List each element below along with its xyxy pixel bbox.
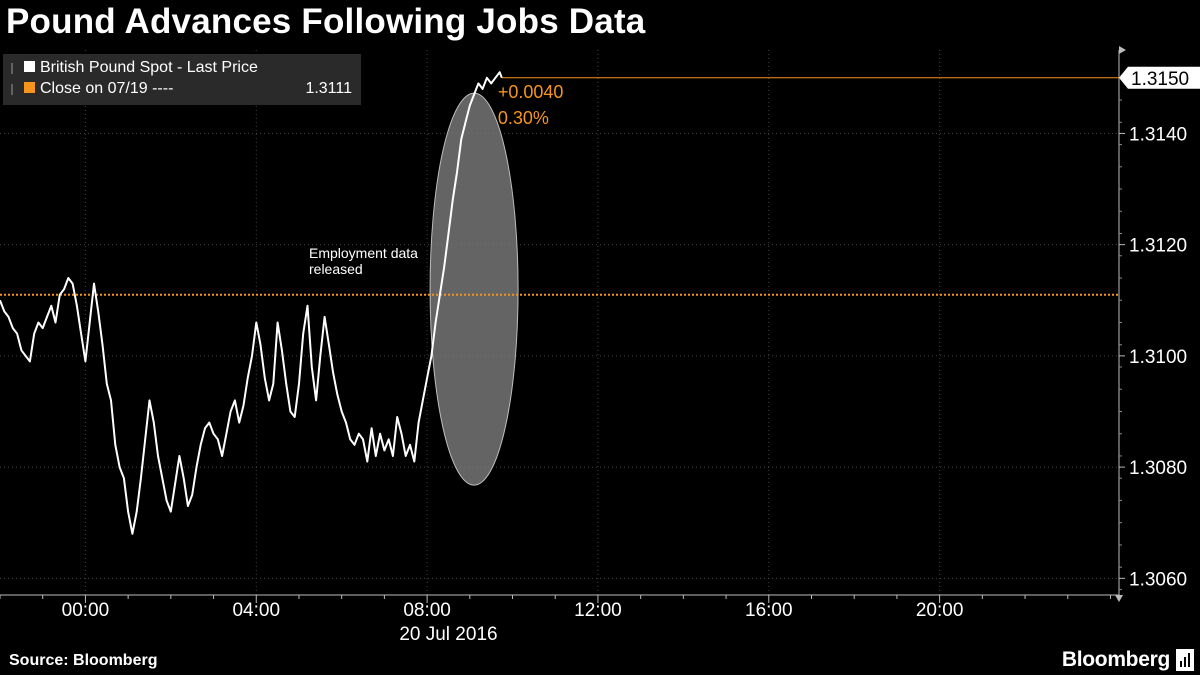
x-tick-label: 04:00 [232, 600, 280, 621]
x-tick-label: 16:00 [745, 600, 793, 621]
y-tick-label: 1.3140 [1129, 124, 1187, 145]
plot-area [0, 66, 1200, 535]
y-tick-label: 1.3100 [1129, 347, 1187, 368]
bloomberg-bars-icon [1176, 649, 1194, 671]
last-value-text: 1.3150 [1131, 69, 1189, 90]
legend-box [3, 54, 361, 105]
legend-value: 1.3111 [305, 80, 352, 97]
x-tick-label: 00:00 [62, 600, 110, 621]
square-marker-icon [24, 61, 35, 72]
event-annotation: released [309, 261, 363, 277]
legend-label: Close on 07/19 ---- [40, 80, 173, 97]
axis-labels: 1.3060 1.3080 1.3100 1.3120 1.3140 00:00 04:00… [62, 69, 1189, 645]
y-tick-label: 1.3060 [1129, 569, 1187, 590]
price-series-line [0, 71, 503, 535]
axis-ticks [0, 46, 1126, 603]
event-annotation: Employment data [309, 245, 418, 261]
chart-title: Pound Advances Following Jobs Data [6, 2, 646, 41]
highlight-ellipse [429, 92, 519, 486]
legend-label: British Pound Spot - Last Price [40, 59, 258, 76]
source-note: Source: Bloomberg [9, 652, 158, 669]
change-pct-text: 0.30% [498, 108, 549, 128]
x-axis-arrow-icon [1115, 595, 1123, 602]
grid-lines [0, 50, 1119, 595]
x-tick-label: 20:00 [916, 600, 964, 621]
y-tick-label: 1.3120 [1129, 236, 1187, 257]
square-marker-icon [24, 82, 35, 93]
legend: British Pound Spot - Last Price Close on … [3, 54, 361, 105]
y-tick-label: 1.3080 [1129, 458, 1187, 479]
change-abs-text: +0.0040 [498, 82, 564, 102]
bloomberg-logo: Bloomberg [1061, 648, 1170, 671]
y-axis-arrow-icon [1119, 46, 1126, 54]
x-tick-label: 12:00 [574, 600, 622, 621]
x-tick-label: 08:00 [403, 600, 451, 621]
last-value-tag [1119, 66, 1200, 89]
x-date-label: 20 Jul 2016 [399, 624, 497, 645]
